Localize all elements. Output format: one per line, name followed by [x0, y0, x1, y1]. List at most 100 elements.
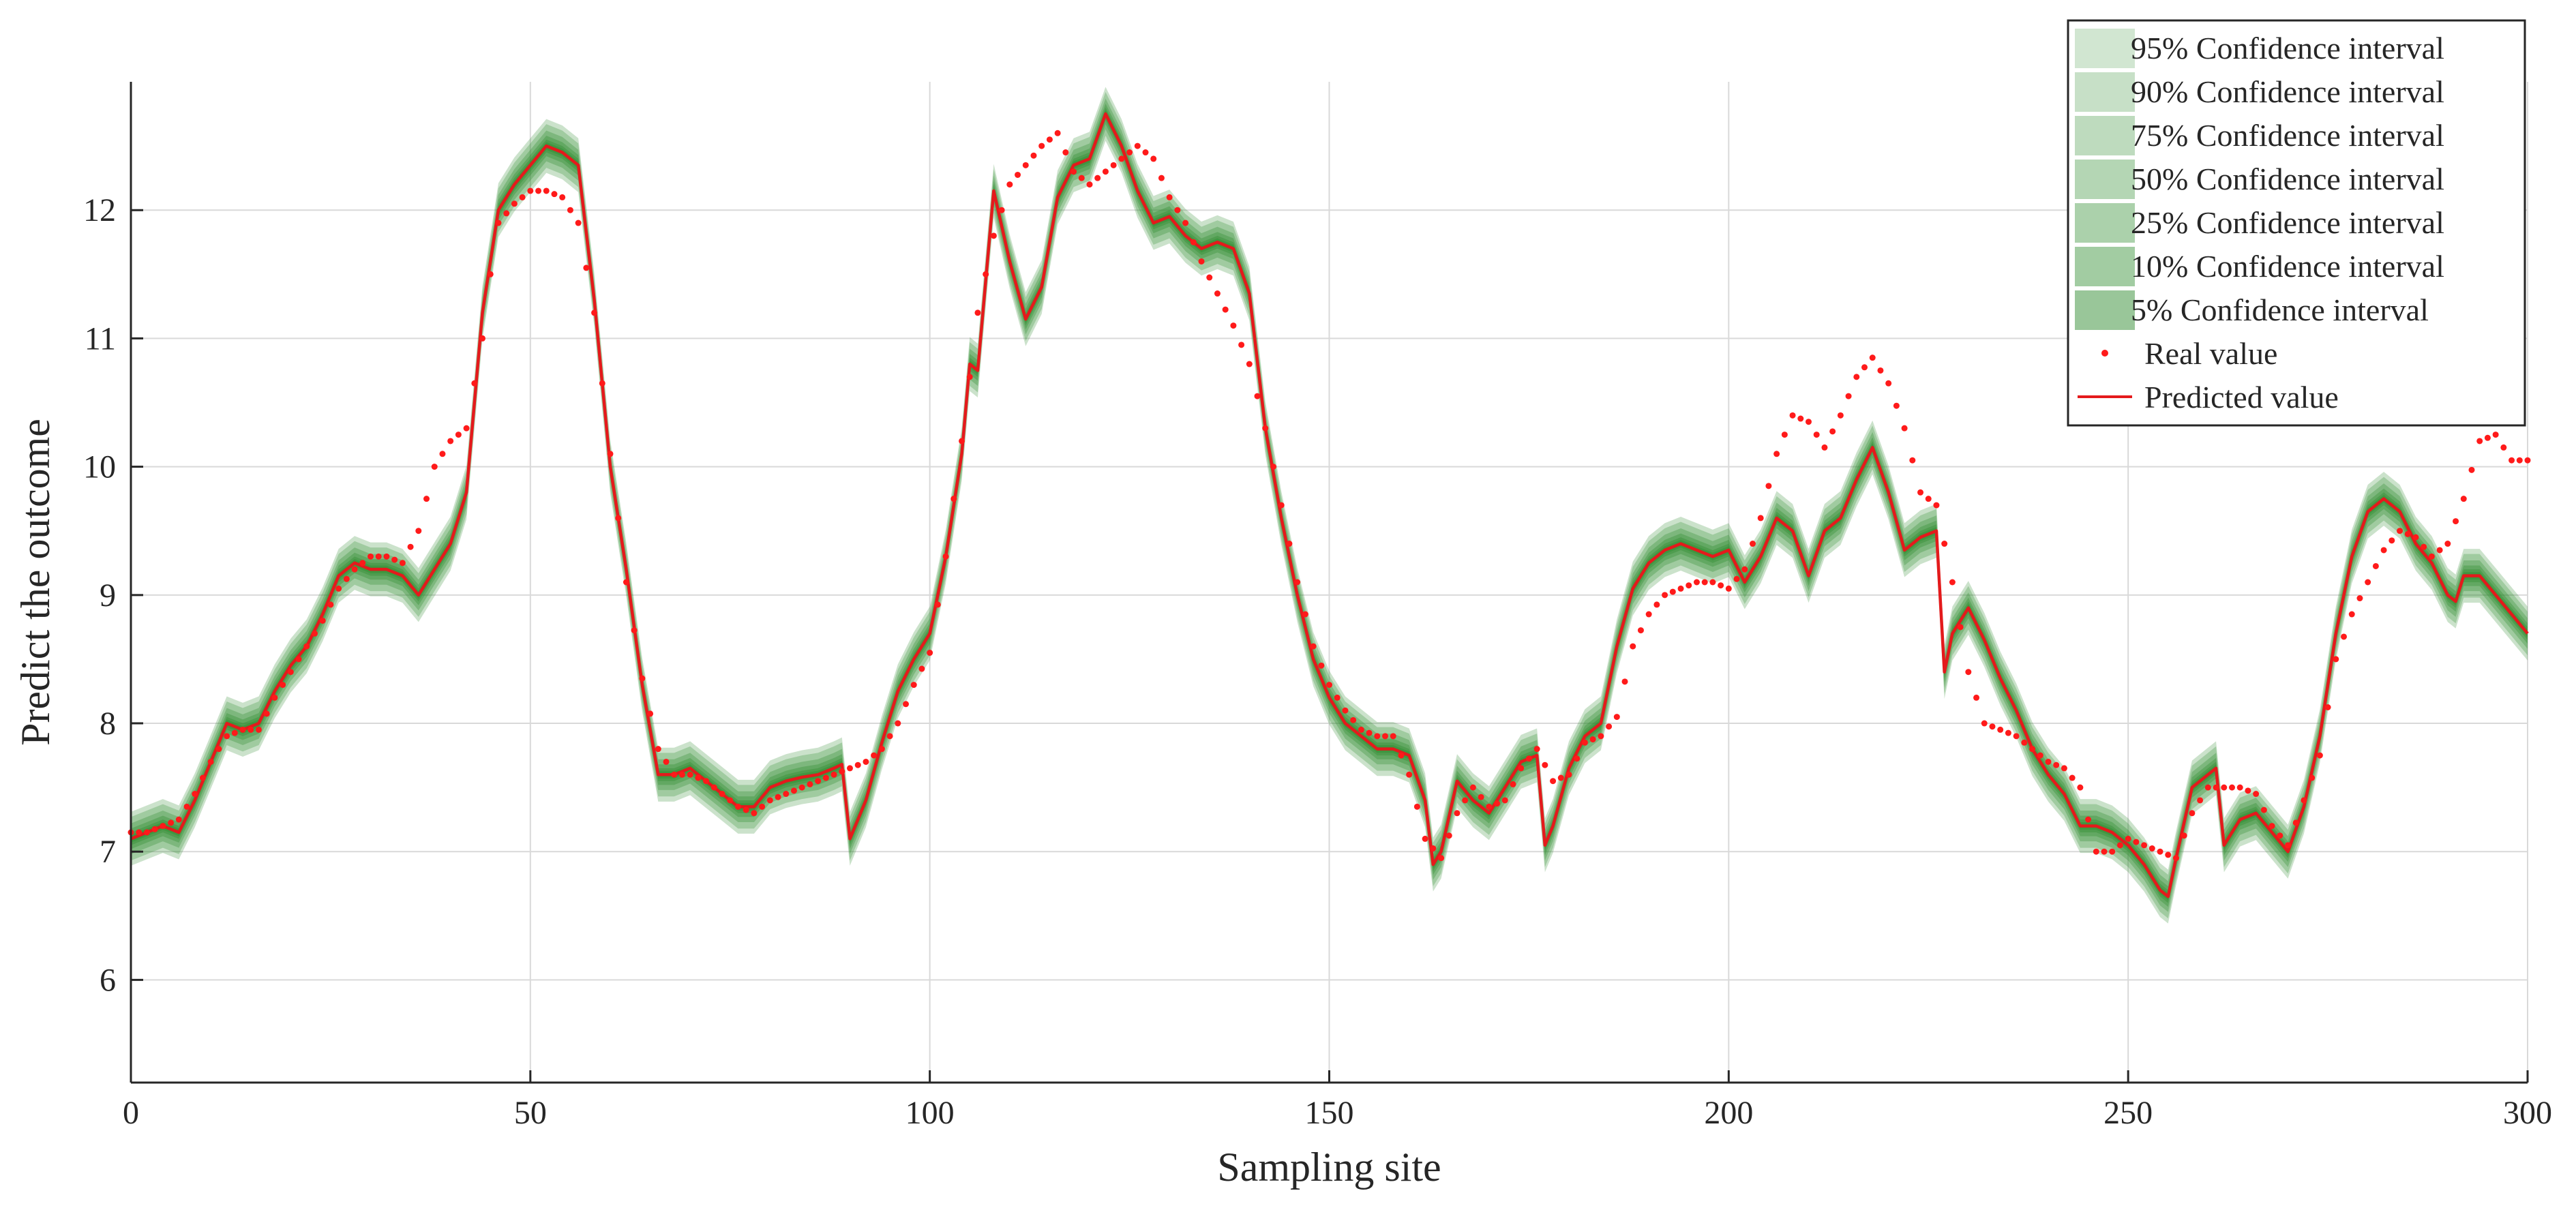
real-value-point: [1086, 181, 1093, 188]
real-value-point: [1206, 274, 1213, 281]
real-value-point: [1102, 168, 1109, 175]
real-value-point: [1174, 207, 1181, 213]
real-value-point: [1557, 774, 1564, 781]
real-value-point: [199, 774, 206, 781]
real-value-point: [1853, 374, 1860, 380]
real-value-point: [2316, 752, 2323, 759]
real-value-point: [471, 380, 478, 387]
real-value-point: [2029, 746, 2036, 753]
real-value-point: [1893, 402, 1900, 409]
y-tick-label: 11: [85, 320, 116, 357]
real-value-point: [1238, 342, 1245, 348]
real-value-point: [311, 630, 318, 637]
real-value-point: [543, 187, 550, 194]
real-value-point: [1486, 803, 1493, 810]
real-value-point: [2404, 530, 2411, 537]
real-value-point: [1550, 778, 1557, 785]
real-value-point: [839, 768, 845, 775]
legend: 95% Confidence interval 90% Confidence in…: [2067, 19, 2526, 427]
real-value-point: [2412, 534, 2419, 541]
real-value-point: [1469, 784, 1476, 791]
real-value-point: [1662, 592, 1668, 599]
real-value-point: [463, 425, 470, 432]
real-value-point: [2053, 761, 2060, 768]
real-value-point: [2516, 457, 2523, 464]
x-tick-label: 50: [514, 1095, 547, 1131]
real-value-point: [1765, 483, 1772, 489]
real-value-point: [559, 194, 566, 200]
real-value-point: [2500, 444, 2507, 451]
real-value-point: [1406, 771, 1413, 778]
real-value-point: [1686, 582, 1692, 589]
real-value-point: [455, 432, 462, 438]
real-value-point: [1310, 643, 1317, 650]
y-tick-label: 10: [83, 449, 116, 485]
real-value-point: [974, 309, 981, 316]
real-value-point: [535, 187, 542, 194]
legend-entry: Real value: [2144, 336, 2277, 371]
real-value-point: [1118, 155, 1125, 162]
real-value-point: [239, 726, 246, 733]
real-value-point: [1933, 502, 1940, 509]
real-value-point: [136, 829, 143, 836]
real-value-point: [1821, 444, 1828, 451]
real-value-point: [822, 774, 829, 781]
real-value-point: [160, 823, 166, 830]
y-tick-label: 9: [100, 577, 116, 614]
real-value-point: [1909, 457, 1916, 464]
real-value-point: [854, 761, 861, 768]
legend-entry: 95% Confidence interval: [2131, 31, 2444, 65]
real-value-point: [1062, 149, 1069, 156]
real-value-point: [2468, 466, 2475, 473]
real-value-point: [1230, 322, 1237, 329]
real-value-point: [2116, 842, 2123, 849]
real-value-point: [1518, 765, 1525, 772]
real-value-point: [1430, 845, 1437, 852]
real-value-point: [1613, 714, 1620, 721]
real-value-point: [335, 585, 342, 592]
real-value-point: [1278, 502, 1285, 509]
real-value-point: [1901, 425, 1908, 432]
real-value-point: [551, 191, 558, 198]
real-value-point: [263, 710, 270, 717]
real-value-point: [639, 675, 646, 682]
real-value-point: [591, 309, 598, 316]
real-value-point: [2428, 553, 2435, 560]
real-value-point: [2172, 855, 2179, 862]
real-value-point: [1302, 611, 1308, 618]
legend-entry: 5% Confidence interval: [2131, 292, 2429, 327]
real-value-point: [1006, 181, 1013, 188]
real-value-point: [1182, 220, 1189, 226]
legend-box: [2067, 19, 2526, 427]
real-value-point: [2165, 851, 2172, 858]
real-value-point: [143, 829, 150, 836]
real-value-point: [1677, 585, 1684, 592]
real-value-points: [128, 130, 2531, 862]
real-value-point: [1198, 258, 1205, 265]
real-value-point: [1621, 678, 1628, 685]
real-value-point: [1494, 800, 1501, 807]
real-value-point: [2085, 816, 2092, 823]
real-value-point: [1749, 541, 1756, 547]
real-value-point: [903, 701, 910, 708]
x-tick-label: 200: [1704, 1095, 1753, 1131]
real-value-point: [2013, 733, 2020, 740]
x-axis-title: Sampling site: [1217, 1145, 1441, 1190]
real-value-point: [950, 496, 957, 502]
real-value-point: [703, 778, 710, 785]
x-tick-label: 100: [905, 1095, 955, 1131]
y-tick-label: 6: [100, 962, 116, 998]
real-value-point: [878, 746, 885, 753]
real-value-point: [255, 726, 262, 733]
real-value-point: [998, 207, 1005, 213]
real-value-point: [1949, 579, 1956, 586]
real-value-point: [934, 601, 941, 608]
y-tick-label: 12: [83, 192, 116, 228]
legend-entry: 75% Confidence interval: [2131, 118, 2444, 153]
real-value-point: [248, 726, 254, 733]
real-value-point: [215, 746, 222, 753]
real-value-point: [751, 810, 758, 817]
real-value-point: [2141, 842, 2148, 849]
legend-swatch-4: [2075, 203, 2135, 243]
real-value-point: [1693, 579, 1700, 586]
